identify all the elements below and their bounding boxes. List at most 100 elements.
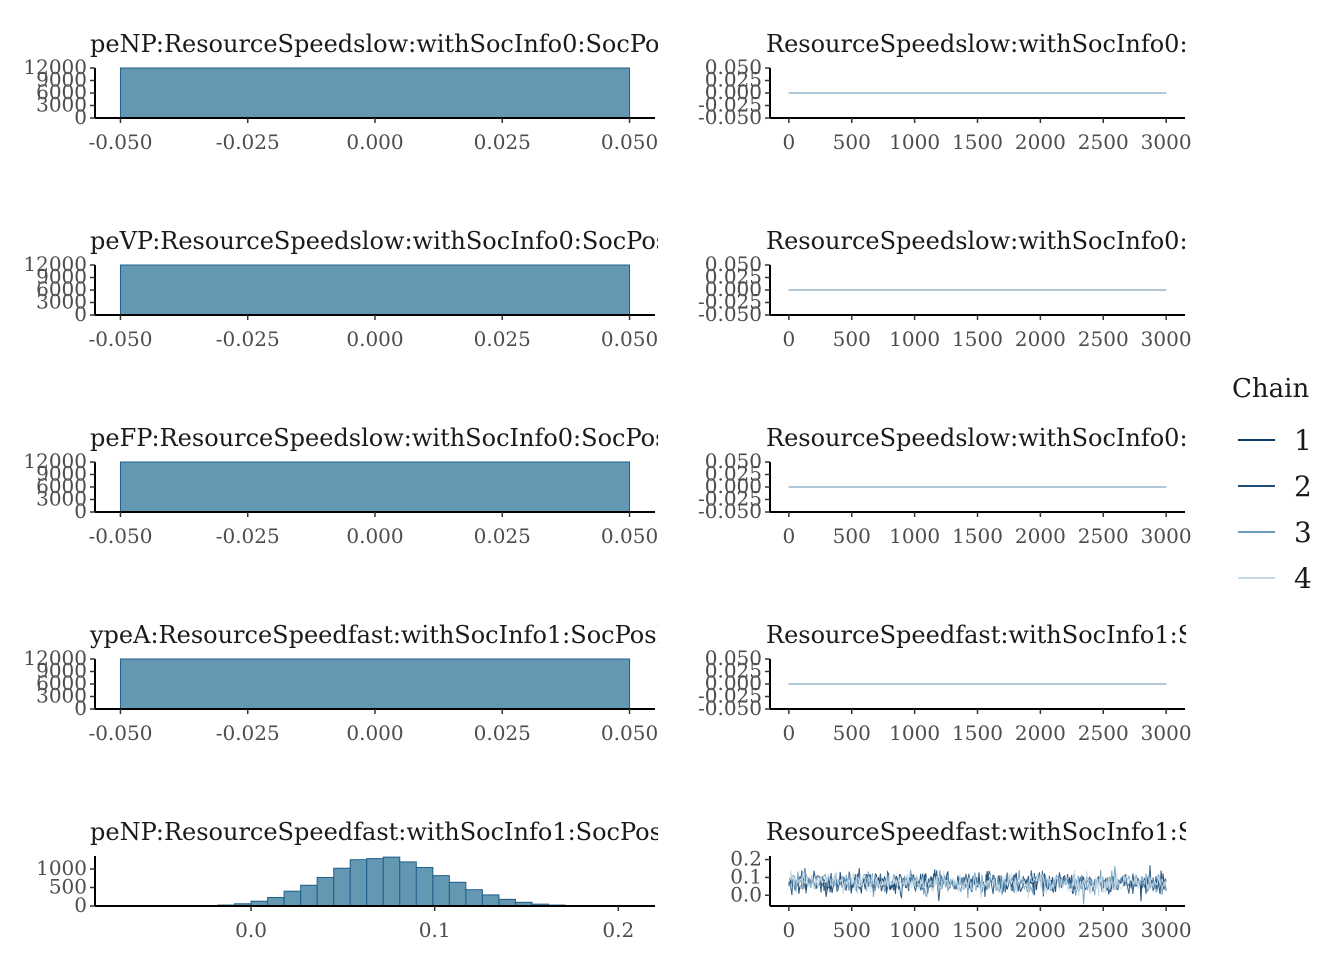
x-tick-label: 0	[782, 918, 795, 942]
histogram-panel-1: peNP:ResourceSpeedslow:withSocInfo0:SocP…	[23, 30, 693, 154]
y-tick-label: 0.050	[705, 55, 762, 79]
x-tick-label: 0.000	[346, 327, 403, 351]
x-tick-label: -0.050	[88, 130, 152, 154]
legend-label-chain-4: 4	[1294, 562, 1312, 595]
trace-panel-3: ResourceSpeedslow:withSocInfo0:Sc-0.050-…	[698, 424, 1217, 548]
x-tick-label: -0.025	[216, 721, 280, 745]
x-tick-label: 1500	[952, 721, 1003, 745]
x-tick-label: 1000	[889, 721, 940, 745]
x-tick-label: 2500	[1078, 721, 1129, 745]
panel-title: ResourceSpeedslow:withSocInfo0:Sc	[766, 227, 1217, 255]
y-tick-label: 12000	[23, 449, 87, 473]
x-tick-label: 0	[782, 130, 795, 154]
y-tick-label: 1000	[36, 856, 87, 880]
histogram-panel-3: peFP:ResourceSpeedslow:withSocInfo0:SocP…	[23, 424, 689, 548]
x-tick-label: -0.050	[88, 721, 152, 745]
x-tick-label: 1000	[889, 524, 940, 548]
trace-panel-5: ResourceSpeedfast:withSocInfo1:So0.00.10…	[730, 818, 1208, 942]
histogram-panel-2: peVP:ResourceSpeedslow:withSocInfo0:SocP…	[23, 227, 689, 351]
x-tick-label: 1500	[952, 918, 1003, 942]
histogram-bar	[120, 659, 629, 709]
y-tick-label: 12000	[23, 252, 87, 276]
x-tick-label: 0	[782, 721, 795, 745]
histogram-bar	[383, 857, 400, 906]
x-tick-label: 2500	[1078, 524, 1129, 548]
histogram-panel-5: peNP:ResourceSpeedfast:withSocInfo1:SocP…	[36, 818, 683, 942]
histogram-bar	[416, 867, 433, 906]
histogram-bar	[120, 265, 629, 315]
histogram-bar	[433, 876, 450, 906]
histogram-bar	[120, 462, 629, 512]
histogram-bar	[284, 891, 301, 906]
panel-title: peVP:ResourceSpeedslow:withSocInfo0:SocP…	[90, 227, 690, 255]
histogram-bar	[268, 897, 285, 906]
x-tick-label: 0.025	[474, 524, 531, 548]
x-tick-label: 0.1	[419, 918, 451, 942]
x-tick-label: 1500	[952, 327, 1003, 351]
x-tick-label: 500	[833, 721, 871, 745]
x-tick-label: 3000	[1141, 130, 1192, 154]
x-tick-label: 0	[782, 524, 795, 548]
panel-title: ResourceSpeedfast:withSocInfo1:So	[766, 818, 1209, 846]
histogram-bar	[301, 885, 318, 906]
panel-title: ResourceSpeedfast:withSocInfo1:Soc	[766, 621, 1222, 649]
x-tick-label: 0	[782, 327, 795, 351]
x-tick-label: 500	[833, 130, 871, 154]
legend-label-chain-2: 2	[1294, 470, 1312, 503]
x-tick-label: 3000	[1141, 327, 1192, 351]
x-tick-label: 0.050	[601, 524, 658, 548]
x-tick-label: 0.025	[474, 327, 531, 351]
x-tick-label: 3000	[1141, 721, 1192, 745]
legend-label-chain-3: 3	[1294, 516, 1312, 549]
histogram-bar	[334, 868, 351, 906]
x-tick-label: 2000	[1015, 130, 1066, 154]
x-tick-label: -0.025	[216, 327, 280, 351]
x-tick-label: 2000	[1015, 327, 1066, 351]
histogram-bar	[449, 882, 466, 906]
x-tick-label: 500	[833, 524, 871, 548]
x-tick-label: 0.050	[601, 130, 658, 154]
x-tick-label: 0.000	[346, 524, 403, 548]
x-tick-label: -0.025	[216, 130, 280, 154]
histogram-bar	[350, 860, 367, 906]
histogram-bar	[466, 890, 483, 906]
legend-label-chain-1: 1	[1294, 424, 1312, 457]
panels-grid: peNP:ResourceSpeedslow:withSocInfo0:SocP…	[23, 30, 1222, 942]
x-tick-label: 1000	[889, 918, 940, 942]
x-tick-label: 0.050	[601, 327, 658, 351]
panel-title: peNP:ResourceSpeedfast:withSocInfo1:SocP…	[90, 818, 683, 846]
y-tick-label: 12000	[23, 55, 87, 79]
x-tick-label: -0.050	[88, 327, 152, 351]
x-tick-label: 2000	[1015, 918, 1066, 942]
y-tick-label: 0.050	[705, 449, 762, 473]
panel-title: ResourceSpeedslow:withSocInfo0:Sc	[766, 30, 1217, 58]
x-tick-label: 0.0	[235, 918, 267, 942]
x-tick-label: 0.025	[474, 130, 531, 154]
y-tick-label: 0.050	[705, 646, 762, 670]
x-tick-label: 1500	[952, 524, 1003, 548]
histogram-bar	[482, 895, 499, 906]
x-tick-label: 0.000	[346, 130, 403, 154]
x-tick-label: 2500	[1078, 327, 1129, 351]
panel-title: ResourceSpeedslow:withSocInfo0:Sc	[766, 424, 1217, 452]
x-tick-label: 500	[833, 327, 871, 351]
x-tick-label: 2500	[1078, 130, 1129, 154]
histogram-bar	[120, 68, 629, 118]
x-tick-label: 3000	[1141, 918, 1192, 942]
trace-panel-1: ResourceSpeedslow:withSocInfo0:Sc-0.050-…	[698, 30, 1217, 154]
histogram-panel-4: ypeA:ResourceSpeedfast:withSocInfo1:SocP…	[23, 621, 691, 745]
histogram-bar	[367, 859, 384, 906]
x-tick-label: 0.2	[602, 918, 634, 942]
y-tick-label: 0.2	[730, 847, 762, 871]
trace-panel-4: ResourceSpeedfast:withSocInfo1:Soc-0.050…	[698, 621, 1222, 745]
x-tick-label: 0.000	[346, 721, 403, 745]
x-tick-label: 2000	[1015, 721, 1066, 745]
x-tick-label: 2500	[1078, 918, 1129, 942]
x-tick-label: -0.025	[216, 524, 280, 548]
x-tick-label: 2000	[1015, 524, 1066, 548]
panel-title: peFP:ResourceSpeedslow:withSocInfo0:SocP…	[90, 424, 689, 452]
x-tick-label: 1500	[952, 130, 1003, 154]
